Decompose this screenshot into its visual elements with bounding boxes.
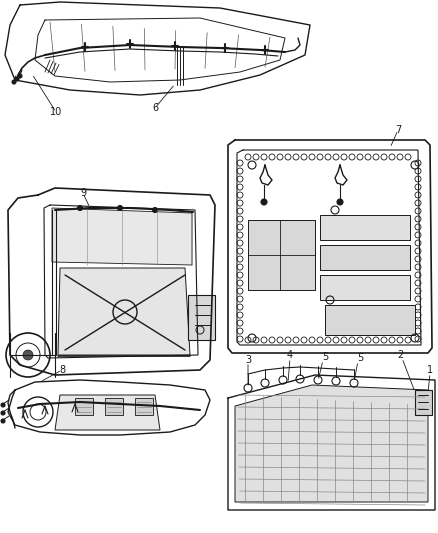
Text: 8: 8 xyxy=(59,365,65,375)
Text: 9: 9 xyxy=(80,188,86,198)
Text: 3: 3 xyxy=(245,355,251,365)
Polygon shape xyxy=(320,275,410,300)
Circle shape xyxy=(1,403,5,407)
Polygon shape xyxy=(52,208,192,265)
Polygon shape xyxy=(58,268,190,355)
Polygon shape xyxy=(248,220,315,290)
Polygon shape xyxy=(55,395,160,430)
Circle shape xyxy=(1,419,5,423)
Text: 1: 1 xyxy=(427,365,433,375)
Polygon shape xyxy=(105,398,123,415)
Polygon shape xyxy=(135,398,153,415)
Circle shape xyxy=(12,80,16,84)
Polygon shape xyxy=(320,245,410,270)
Circle shape xyxy=(152,207,158,213)
Circle shape xyxy=(15,77,19,81)
Circle shape xyxy=(23,350,33,360)
Circle shape xyxy=(117,206,123,211)
Text: 4: 4 xyxy=(287,350,293,360)
Text: 10: 10 xyxy=(50,107,62,117)
Circle shape xyxy=(78,206,82,211)
Text: 2: 2 xyxy=(397,350,403,360)
Polygon shape xyxy=(325,305,415,335)
Text: 7: 7 xyxy=(395,125,401,135)
Circle shape xyxy=(261,199,267,205)
Polygon shape xyxy=(415,390,432,415)
Circle shape xyxy=(18,74,22,78)
Text: 5: 5 xyxy=(357,353,363,363)
Polygon shape xyxy=(188,295,215,340)
Polygon shape xyxy=(235,385,428,502)
Circle shape xyxy=(337,199,343,205)
Text: 6: 6 xyxy=(152,103,158,113)
Text: 5: 5 xyxy=(322,352,328,362)
Polygon shape xyxy=(75,398,93,415)
Circle shape xyxy=(1,411,5,415)
Polygon shape xyxy=(320,215,410,240)
